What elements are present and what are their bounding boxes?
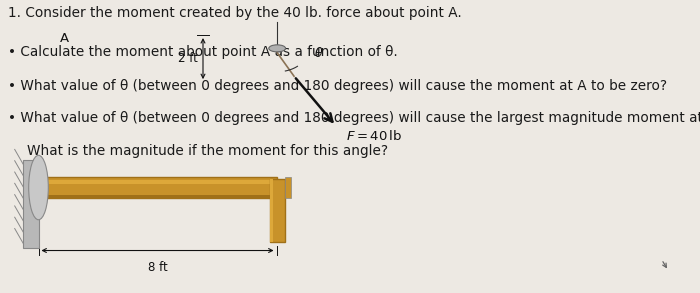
Bar (38, 177, 276, 198)
Bar (38, 180, 276, 185)
Bar (270, 179, 285, 242)
Text: • Calculate the moment about point A as a function of θ.: • Calculate the moment about point A as … (8, 45, 398, 59)
Bar (285, 177, 290, 198)
Text: 2 ft: 2 ft (178, 52, 197, 65)
Text: • What value of θ (between 0 degrees and 180 degrees) will cause the largest mag: • What value of θ (between 0 degrees and… (8, 111, 700, 125)
Text: What is the magnitude if the moment for this angle?: What is the magnitude if the moment for … (27, 144, 388, 158)
Bar (270, 179, 273, 242)
Text: A: A (60, 32, 69, 45)
Text: $\theta$: $\theta$ (314, 46, 323, 60)
Text: 8 ft: 8 ft (148, 261, 167, 274)
Ellipse shape (29, 155, 48, 220)
Circle shape (269, 45, 286, 52)
Bar (38, 195, 276, 198)
Text: $F = 40\,\mathrm{lb}$: $F = 40\,\mathrm{lb}$ (346, 129, 402, 143)
Bar (23, 160, 38, 248)
Text: • What value of θ (between 0 degrees and 180 degrees) will cause the moment at A: • What value of θ (between 0 degrees and… (8, 79, 668, 93)
Text: 1. Consider the moment created by the 40 lb. force about point A.: 1. Consider the moment created by the 40… (8, 6, 462, 21)
